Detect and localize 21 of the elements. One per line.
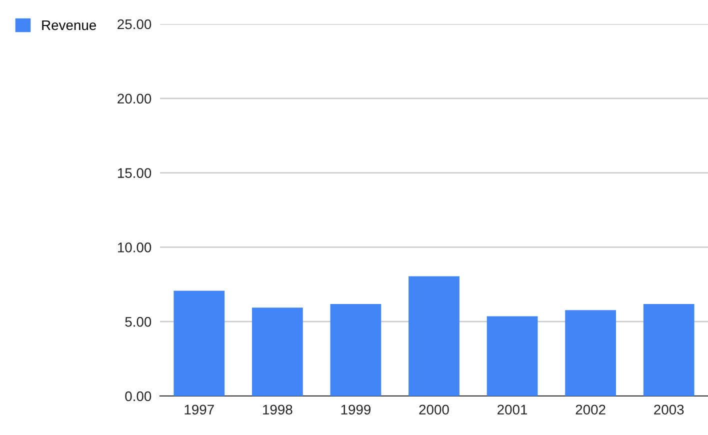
y-tick-label: 10.00 [118, 242, 152, 252]
bar [565, 310, 616, 396]
x-tick-label: 2002 [576, 404, 606, 415]
y-tick-label: 5.00 [125, 316, 152, 327]
bar [486, 316, 538, 396]
bar [330, 304, 382, 396]
x-tick-label: 1999 [341, 404, 371, 415]
x-tick-label: 2003 [654, 404, 684, 415]
y-tick-label: 20.00 [118, 94, 152, 104]
x-tick-label: 2000 [419, 404, 449, 415]
y-tick-label: 0.00 [125, 391, 152, 402]
x-tick-label: 1997 [184, 404, 214, 415]
bar [408, 276, 460, 396]
x-tick-label: 1998 [263, 404, 292, 415]
bar [174, 290, 225, 396]
bar [643, 304, 694, 396]
y-tick-label: 25.00 [118, 19, 152, 30]
legend-label: Revenue [42, 20, 96, 30]
y-tick-label: 15.00 [118, 168, 152, 178]
bar [252, 308, 303, 396]
x-tick-label: 2001 [498, 404, 528, 415]
